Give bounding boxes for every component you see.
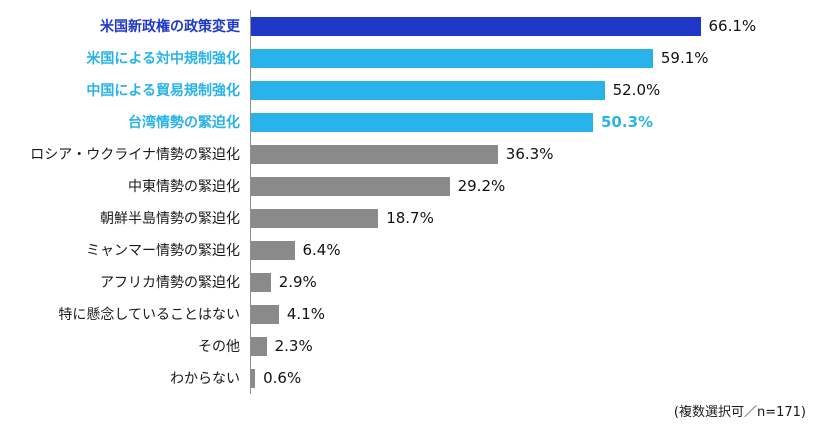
bar xyxy=(251,16,701,36)
bar xyxy=(251,304,279,324)
bar xyxy=(251,176,450,196)
chart-row: わからない 0.6% xyxy=(0,362,820,394)
bar xyxy=(251,144,498,164)
value-label: 18.7% xyxy=(386,209,434,227)
category-label: ロシア・ウクライナ情勢の緊迫化 xyxy=(30,147,240,163)
bar-zone: 36.3% xyxy=(250,138,820,170)
bar-zone: 6.4% xyxy=(250,234,820,266)
category-label: 朝鮮半島情勢の緊迫化 xyxy=(100,211,240,227)
bar-zone: 18.7% xyxy=(250,202,820,234)
bar xyxy=(251,112,593,132)
bar xyxy=(251,48,653,68)
value-label: 4.1% xyxy=(286,305,325,323)
bar xyxy=(251,272,271,292)
chart-footnote: (複数選択可／n=171) xyxy=(673,405,806,420)
value-label: 29.2% xyxy=(457,177,506,195)
bar xyxy=(251,368,256,388)
value-label: 52.0% xyxy=(612,81,661,99)
chart-row: 朝鮮半島情勢の緊迫化 18.7% xyxy=(0,202,820,234)
category-label: 特に懸念していることはない xyxy=(58,307,240,323)
category-label: 中東情勢の緊迫化 xyxy=(128,179,240,195)
value-label: 36.3% xyxy=(505,145,554,163)
category-label: 中国による貿易規制強化 xyxy=(86,83,240,99)
chart-row: 米国新政権の政策変更 66.1% xyxy=(0,10,820,42)
value-label: 6.4% xyxy=(302,241,341,259)
bar xyxy=(251,240,295,260)
chart-row: 中東情勢の緊迫化 29.2% xyxy=(0,170,820,202)
category-label: 米国による対中規制強化 xyxy=(86,51,240,67)
bar-zone: 0.6% xyxy=(250,362,820,394)
bar-zone: 50.3% xyxy=(250,106,820,138)
chart-row: ミャンマー情勢の緊迫化 6.4% xyxy=(0,234,820,266)
bar-zone: 52.0% xyxy=(250,74,820,106)
bar-zone: 59.1% xyxy=(250,42,820,74)
category-label: その他 xyxy=(198,339,240,355)
value-label: 2.3% xyxy=(274,337,313,355)
chart-row: 中国による貿易規制強化 52.0% xyxy=(0,74,820,106)
chart-row: 米国による対中規制強化 59.1% xyxy=(0,42,820,74)
category-label: わからない xyxy=(170,371,240,387)
value-label: 66.1% xyxy=(708,17,757,35)
bar-zone: 66.1% xyxy=(250,10,820,42)
value-label: 50.3% xyxy=(601,113,654,131)
category-label: アフリカ情勢の緊迫化 xyxy=(100,275,240,291)
bar-zone: 29.2% xyxy=(250,170,820,202)
value-label: 0.6% xyxy=(263,369,302,387)
category-label: ミャンマー情勢の緊迫化 xyxy=(86,243,240,259)
bar-zone: 2.3% xyxy=(250,330,820,362)
bar xyxy=(251,80,605,100)
bar-zone: 2.9% xyxy=(250,266,820,298)
value-label: 59.1% xyxy=(660,49,709,67)
category-label: 台湾情勢の緊迫化 xyxy=(128,115,240,131)
category-label: 米国新政権の政策変更 xyxy=(100,19,240,35)
chart-row: その他 2.3% xyxy=(0,330,820,362)
bar-zone: 4.1% xyxy=(250,298,820,330)
chart-row: ロシア・ウクライナ情勢の緊迫化 36.3% xyxy=(0,138,820,170)
chart-row: 特に懸念していることはない 4.1% xyxy=(0,298,820,330)
bar xyxy=(251,208,379,228)
chart-row: アフリカ情勢の緊迫化 2.9% xyxy=(0,266,820,298)
bar xyxy=(251,336,267,356)
chart-rows: 米国新政権の政策変更 66.1% 米国による対中規制強化 59.1% 中国による… xyxy=(0,10,820,394)
chart-row: 台湾情勢の緊迫化 50.3% xyxy=(0,106,820,138)
value-label: 2.9% xyxy=(278,273,317,291)
